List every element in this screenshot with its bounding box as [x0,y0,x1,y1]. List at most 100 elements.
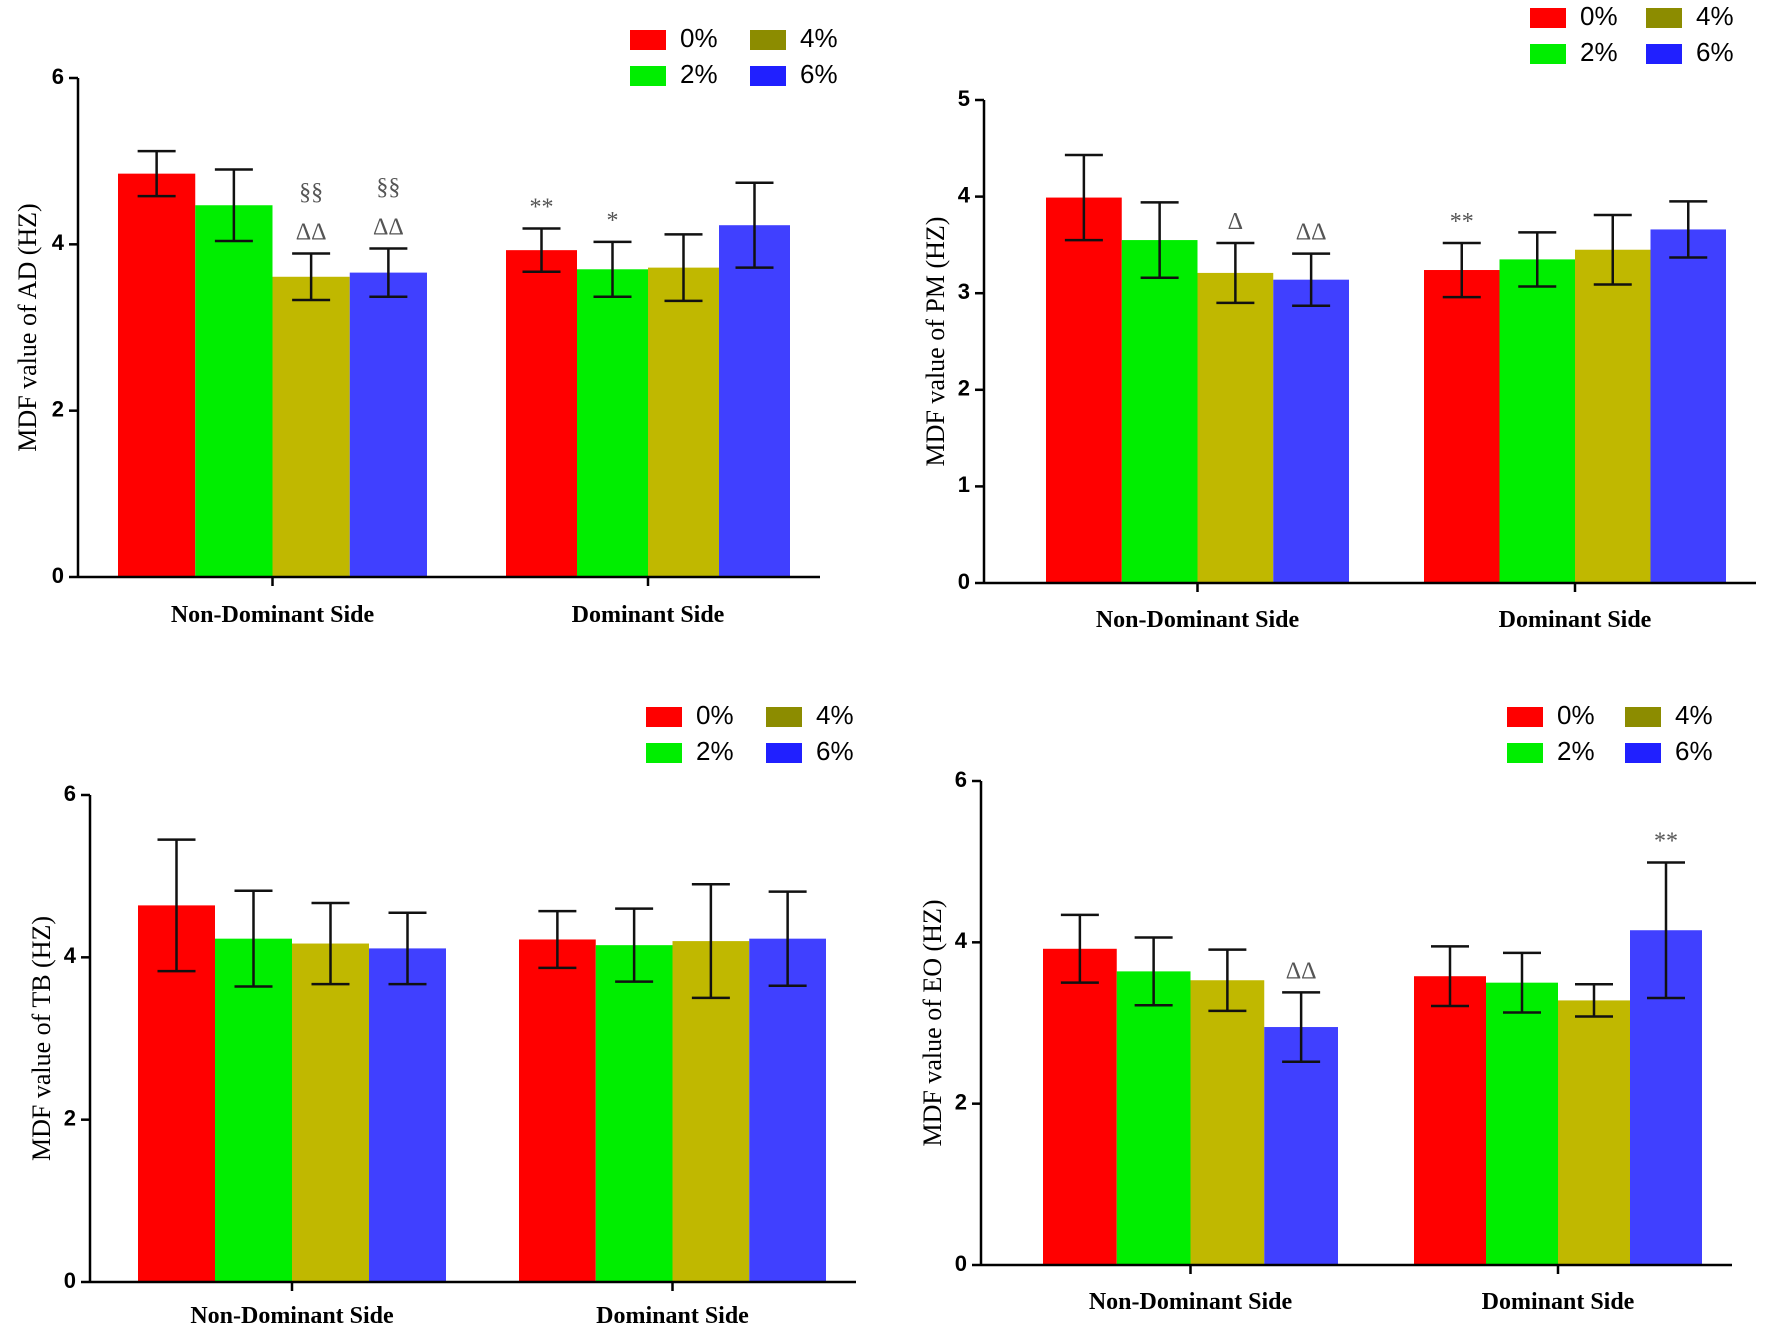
y-tick-label: 0 [64,1268,76,1293]
y-tick-label: 2 [64,1105,76,1130]
bar-ad-2pct-1 [577,269,648,577]
y-tick-label: 4 [955,928,968,953]
significance-marker: ΔΔ [1286,958,1317,984]
bar-ad-4pct-1 [648,267,719,577]
y-tick-label: 6 [64,781,76,806]
legend-swatch [766,707,802,727]
bar-pm-6pct-0 [1273,279,1349,583]
x-category-label: Non-Dominant Side [1096,607,1300,633]
chart-eo-svg: MDF value of EO (HZ) ΔΔ ** 0 2 4 6 Non-Dominant… [918,700,1732,1315]
bar-eo-4pct-0 [1190,980,1265,1265]
legend-label: 2% [1580,37,1618,67]
legend-swatch [1646,8,1682,28]
y-tick-label: 2 [955,1089,967,1114]
legend-swatch [766,743,802,763]
bar-pm-4pct-0 [1197,272,1274,583]
bar-tb-6pct-0 [369,948,446,1282]
legend-swatch [1507,743,1543,763]
y-tick-label: 0 [955,1251,967,1276]
y-tick-label: 4 [52,230,65,255]
significance-marker: §§ [376,174,400,200]
bar-eo-2pct-0 [1116,971,1191,1265]
legend-label: 4% [800,23,838,53]
legend-label: 6% [1696,37,1734,67]
chart-panel-ad: MDF value of AD (HZ) §§ ΔΔ §§ ΔΔ ** * 0 2 4 6 Non-D… [0,0,886,665]
legend-swatch [1530,8,1566,28]
bar-eo-6pct-0 [1264,1027,1338,1265]
bar-pm-4pct-1 [1575,249,1651,584]
bar-ad-6pct-1 [719,225,790,577]
bar-tb-4pct-0 [292,943,369,1282]
legend-swatch [630,66,666,86]
bar-tb-0pct-1 [519,939,596,1282]
significance-marker: §§ [299,179,323,205]
chart-pm-svg: MDF value of PM (HZ) Δ ΔΔ **012345Non-Domin… [921,1,1756,633]
x-category-label: Dominant Side [596,1303,749,1329]
legend-label: 4% [1696,1,1734,31]
legend-swatch [750,30,786,50]
significance-marker: ΔΔ [296,219,327,245]
y-tick-label: 0 [958,569,970,594]
bar-ad-4pct-0 [272,276,350,577]
bar-pm-0pct-0 [1046,197,1122,584]
y-tick-label: 3 [958,279,970,304]
legend-label: 6% [816,736,854,766]
x-category-label: Non-Dominant Side [171,602,375,628]
x-category-label: Dominant Side [1482,1289,1635,1315]
chart-panel-tb: MDF value of TB (HZ) 0 2 4 6 Non-Dominant Sid… [0,665,886,1330]
bar-pm-0pct-1 [1424,270,1500,583]
chart-ad-svg: MDF value of AD (HZ)§§ΔΔ§§ΔΔ***0246Non-D… [13,23,838,628]
legend-label: 0% [696,700,734,730]
significance-marker: ΔΔ [1296,220,1327,246]
legend-swatch [1507,707,1543,727]
bar-pm-6pct-1 [1650,229,1726,583]
legend-swatch [630,30,666,50]
legend-label: 0% [1580,1,1618,31]
bar-eo-2pct-1 [1486,982,1558,1265]
legend-label: 2% [680,59,718,89]
legend-swatch [1625,743,1661,763]
legend-label: 4% [816,700,854,730]
bar-ad-2pct-0 [195,205,273,577]
y-tick-label: 4 [64,943,77,968]
x-category-label: Non-Dominant Side [1089,1289,1293,1315]
legend-swatch [1646,44,1682,64]
bar-pm-2pct-0 [1121,240,1198,583]
chart-tb-svg: MDF value of TB (HZ) 0 2 4 6 Non-Dominant Sid… [27,700,856,1329]
bar-ad-0pct-1 [506,250,577,577]
bar-ad-6pct-0 [349,272,427,577]
y-axis-title: MDF value of TB (HZ) [27,916,56,1161]
bar-ad-0pct-0 [118,173,196,577]
bar-eo-0pct-0 [1043,948,1117,1265]
legend-swatch [646,743,682,763]
bar-tb-2pct-0 [215,938,292,1282]
y-tick-label: 6 [955,767,967,792]
y-tick-label: 4 [958,182,971,207]
chart-panel-pm: MDF value of PM (HZ) Δ ΔΔ ** 0 1 2 3 4 5 Non-Domin… [886,0,1772,665]
chart-panel-eo: MDF value of EO (HZ) ΔΔ ** 0 2 4 6 Non-Dominant… [886,665,1772,1330]
x-category-label: Non-Dominant Side [190,1303,394,1329]
significance-marker: ** [1654,828,1678,854]
legend-label: 0% [1557,700,1595,730]
y-tick-label: 5 [958,86,970,111]
legend-label: 2% [1557,736,1595,766]
significance-marker: ** [1450,209,1474,235]
y-tick-label: 0 [52,563,64,588]
legend-swatch [646,707,682,727]
legend-label: 6% [1675,736,1713,766]
legend-label: 6% [800,59,838,89]
legend-label: 2% [696,736,734,766]
y-axis-title: MDF value of AD (HZ) [13,203,42,451]
bar-eo-4pct-1 [1558,1000,1630,1265]
legend-label: 0% [680,23,718,53]
y-tick-label: 1 [958,472,970,497]
legend-swatch [750,66,786,86]
significance-marker: * [607,208,619,234]
legend-swatch [1625,707,1661,727]
bar-eo-0pct-1 [1414,976,1486,1265]
y-tick-label: 2 [958,376,970,401]
legend-label: 4% [1675,700,1713,730]
significance-marker: ** [530,195,554,221]
x-category-label: Dominant Side [572,602,725,628]
y-tick-label: 2 [52,396,64,421]
